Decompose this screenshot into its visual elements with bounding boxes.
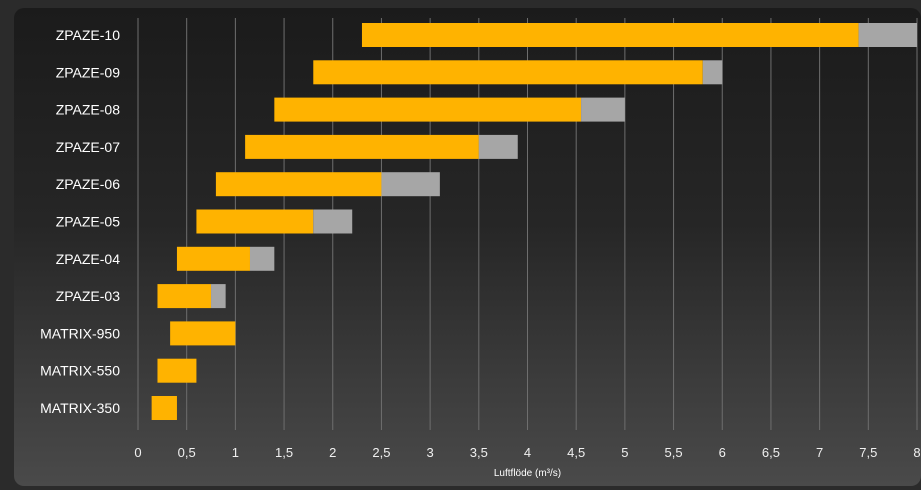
x-tick-label: 5,5 [665, 445, 683, 460]
category-label: ZPAZE-09 [56, 64, 121, 80]
x-tick-label: 5 [621, 445, 628, 460]
bar-segment-extended [381, 172, 440, 197]
category-label: MATRIX-350 [40, 400, 120, 416]
x-tick-label: 3 [427, 445, 434, 460]
x-tick-label: 8 [913, 445, 920, 460]
bar-segment-main [313, 60, 703, 85]
x-axis-title: Luftflöde (m³/s) [494, 468, 561, 479]
bar-segment-extended [581, 97, 625, 122]
bar-segment-main [157, 284, 212, 309]
x-tick-label: 1,5 [275, 445, 293, 460]
bar-segment-main [157, 358, 197, 383]
bar-segment-main [215, 172, 382, 197]
category-label: MATRIX-550 [40, 363, 120, 379]
bar-segment-main [196, 209, 314, 234]
category-label: ZPAZE-05 [56, 214, 121, 230]
x-tick-label: 7 [816, 445, 823, 460]
bar-segment-extended [858, 23, 917, 47]
x-tick-label: 2 [329, 445, 336, 460]
x-tick-label: 4 [524, 445, 531, 460]
x-tick-label: 0 [134, 445, 141, 460]
x-tick-label: 1 [232, 445, 239, 460]
category-label: ZPAZE-06 [56, 176, 121, 192]
bar-segment-extended [249, 246, 275, 271]
bar-segment-extended [702, 60, 723, 85]
category-label: ZPAZE-07 [56, 139, 121, 155]
bar-segment-main [245, 134, 479, 159]
bar-segment-main [361, 23, 859, 47]
category-label: ZPAZE-10 [56, 27, 121, 43]
bar-segment-main [274, 97, 582, 122]
x-tick-label: 4,5 [567, 445, 585, 460]
category-label: ZPAZE-04 [56, 251, 121, 267]
bar-segment-main [170, 321, 236, 346]
bar-segment-extended [478, 134, 518, 159]
bar-segment-extended [211, 284, 226, 309]
x-tick-label: 6 [719, 445, 726, 460]
bar-segment-extended [313, 209, 353, 234]
x-tick-label: 3,5 [470, 445, 488, 460]
category-label: ZPAZE-08 [56, 102, 121, 118]
bar-chart: 0 0,5 1 1,5 2 2,5 3 3,5 4 4,5 5 5,5 6 6,5 7 7,5 8 Luftflö… [40, 18, 921, 479]
bar-segment-main [151, 396, 177, 420]
x-tick-label: 0,5 [178, 445, 196, 460]
bar-segment-main [176, 246, 250, 271]
category-label: MATRIX-950 [40, 325, 120, 341]
x-tick-label: 2,5 [372, 445, 390, 460]
x-tick-label: 6,5 [762, 445, 780, 460]
x-tick-label: 7,5 [859, 445, 877, 460]
chart-panel: 0 0,5 1 1,5 2 2,5 3 3,5 4 4,5 5 5,5 6 6,5 7 7,5 8 Luftflö… [14, 8, 921, 486]
category-label: ZPAZE-03 [56, 288, 121, 304]
